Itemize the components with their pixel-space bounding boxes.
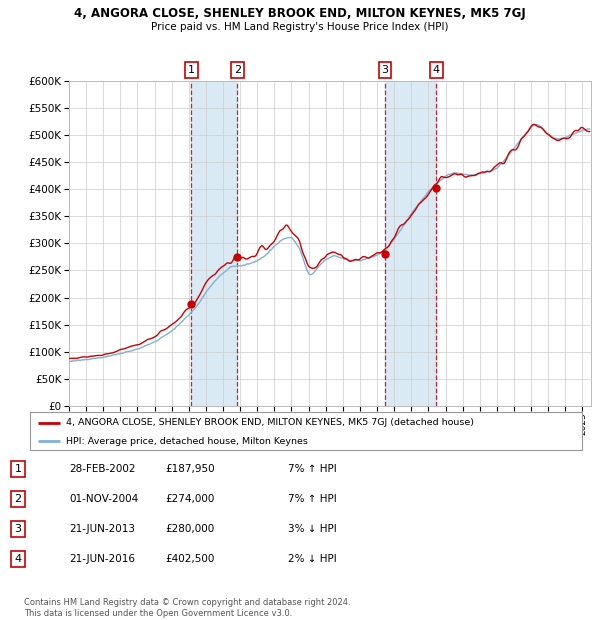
Text: 7% ↑ HPI: 7% ↑ HPI — [288, 464, 337, 474]
Text: £402,500: £402,500 — [165, 554, 214, 564]
Text: 4, ANGORA CLOSE, SHENLEY BROOK END, MILTON KEYNES, MK5 7GJ: 4, ANGORA CLOSE, SHENLEY BROOK END, MILT… — [74, 7, 526, 20]
Text: £187,950: £187,950 — [165, 464, 215, 474]
Text: This data is licensed under the Open Government Licence v3.0.: This data is licensed under the Open Gov… — [24, 609, 292, 618]
Text: 7% ↑ HPI: 7% ↑ HPI — [288, 494, 337, 504]
Text: 01-NOV-2004: 01-NOV-2004 — [69, 494, 138, 504]
Text: 2% ↓ HPI: 2% ↓ HPI — [288, 554, 337, 564]
Bar — [191, 81, 238, 406]
Text: 4, ANGORA CLOSE, SHENLEY BROOK END, MILTON KEYNES, MK5 7GJ (detached house): 4, ANGORA CLOSE, SHENLEY BROOK END, MILT… — [66, 418, 474, 427]
Text: 3: 3 — [14, 524, 22, 534]
Text: 1: 1 — [14, 464, 22, 474]
Text: HPI: Average price, detached house, Milton Keynes: HPI: Average price, detached house, Milt… — [66, 437, 308, 446]
Text: Price paid vs. HM Land Registry's House Price Index (HPI): Price paid vs. HM Land Registry's House … — [151, 22, 449, 32]
Text: 2: 2 — [234, 65, 241, 75]
Text: 4: 4 — [433, 65, 440, 75]
Text: 1: 1 — [188, 65, 195, 75]
Bar — [385, 81, 436, 406]
Text: 4: 4 — [14, 554, 22, 564]
Text: 21-JUN-2016: 21-JUN-2016 — [69, 554, 135, 564]
Text: Contains HM Land Registry data © Crown copyright and database right 2024.: Contains HM Land Registry data © Crown c… — [24, 598, 350, 607]
Text: 21-JUN-2013: 21-JUN-2013 — [69, 524, 135, 534]
Text: 2: 2 — [14, 494, 22, 504]
Text: 3% ↓ HPI: 3% ↓ HPI — [288, 524, 337, 534]
Text: 28-FEB-2002: 28-FEB-2002 — [69, 464, 136, 474]
Text: £274,000: £274,000 — [165, 494, 214, 504]
Text: 3: 3 — [382, 65, 389, 75]
Text: £280,000: £280,000 — [165, 524, 214, 534]
